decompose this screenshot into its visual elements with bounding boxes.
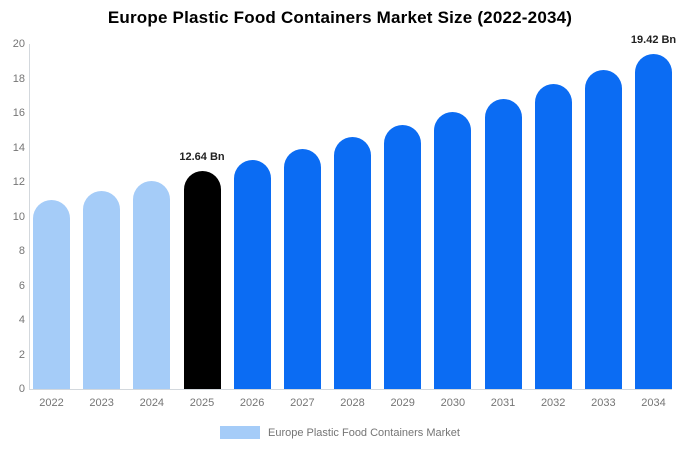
bar-2028 [334, 137, 372, 389]
bar-2033 [584, 69, 622, 389]
x-tick-label-2024: 2024 [139, 397, 165, 409]
y-tick-label: 8 [18, 245, 25, 257]
x-tick-label-2032: 2032 [540, 397, 566, 409]
x-tick-label-2028: 2028 [340, 397, 365, 409]
annotation-2034: 19.42 Bn [630, 34, 677, 46]
y-tick-label: 18 [12, 72, 25, 85]
bar-2022 [33, 200, 70, 389]
x-axis-baseline [29, 389, 672, 390]
y-tick-label: 2 [18, 348, 25, 361]
x-tick-label-2026: 2026 [239, 397, 265, 409]
x-tick-label-2029: 2029 [390, 397, 415, 409]
legend-label: Europe Plastic Food Containers Market [268, 426, 460, 439]
x-tick-label-2033: 2033 [591, 397, 616, 409]
bar-2031 [484, 98, 522, 389]
y-tick-label: 4 [18, 314, 25, 326]
y-tick-label: 10 [12, 210, 25, 223]
y-tick-label: 12 [12, 176, 25, 188]
bar-2024 [133, 181, 171, 389]
x-tick-label-2027: 2027 [290, 397, 315, 409]
legend-swatch [220, 426, 260, 439]
y-tick-label: 0 [18, 383, 25, 395]
chart-title: Europe Plastic Food Containers Market Si… [107, 8, 573, 27]
bar-2026 [233, 160, 271, 389]
annotation-2025: 12.64 Bn [179, 150, 225, 163]
y-tick-label: 14 [12, 141, 25, 154]
x-tick-label-2030: 2030 [440, 397, 466, 409]
bar-2029 [384, 125, 422, 389]
x-tick-label-2025: 2025 [189, 397, 215, 409]
x-tick-label-2022: 2022 [39, 397, 64, 409]
bar-2027 [283, 149, 321, 389]
y-tick-label: 16 [12, 107, 25, 119]
bar-2034 [635, 54, 673, 389]
x-tick-label-2023: 2023 [89, 397, 114, 409]
bar-2025 [183, 170, 221, 389]
chart-legend: Europe Plastic Food Containers Market [0, 426, 680, 439]
y-axis-line [29, 44, 30, 389]
bar-2023 [83, 190, 121, 389]
bar-2030 [434, 112, 472, 389]
y-tick-label: 6 [18, 279, 25, 292]
bar-2032 [534, 84, 572, 389]
x-tick-label-2031: 2031 [490, 397, 516, 409]
y-tick-label: 20 [12, 38, 25, 50]
x-tick-label-2034: 2034 [641, 397, 666, 409]
